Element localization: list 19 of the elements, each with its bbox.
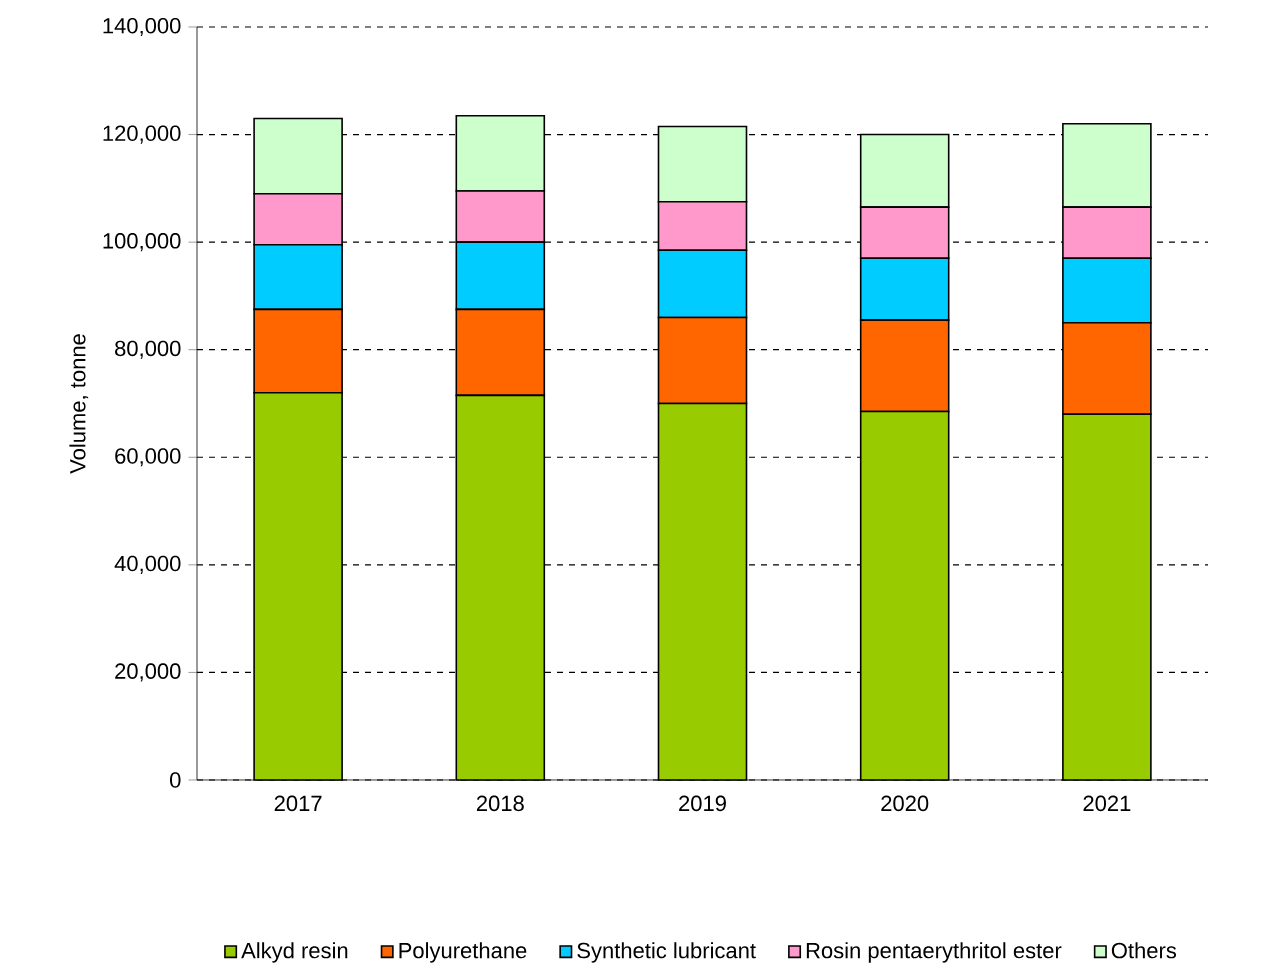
- x-tick-label: 2021: [1083, 795, 1131, 812]
- y-tick-label: 120,000: [103, 125, 181, 144]
- y-axis-title: Volume, tonne: [69, 334, 89, 474]
- x-tick-label: 2018: [476, 795, 524, 812]
- legend-label: Others: [1111, 942, 1177, 959]
- y-tick-label: 100,000: [103, 233, 181, 252]
- y-tick-label: 80,000: [115, 340, 181, 359]
- x-tick-label: 2019: [679, 795, 726, 812]
- legend-label: Polyurethane: [399, 942, 527, 963]
- y-tick-label: 0: [170, 772, 181, 788]
- legend-label: Rosin pentaerythritol ester: [806, 942, 1062, 963]
- y-tick-label: 20,000: [115, 663, 181, 682]
- legend-label: Alkyd resin: [241, 942, 348, 963]
- y-tick-label: 40,000: [114, 555, 181, 574]
- x-tick-label: 2017: [274, 795, 322, 812]
- y-tick-label: 140,000: [103, 17, 181, 37]
- x-tick-label: 2020: [881, 795, 929, 812]
- legend-label: Synthetic lubricant: [577, 942, 756, 963]
- y-tick-label: 60,000: [115, 448, 181, 467]
